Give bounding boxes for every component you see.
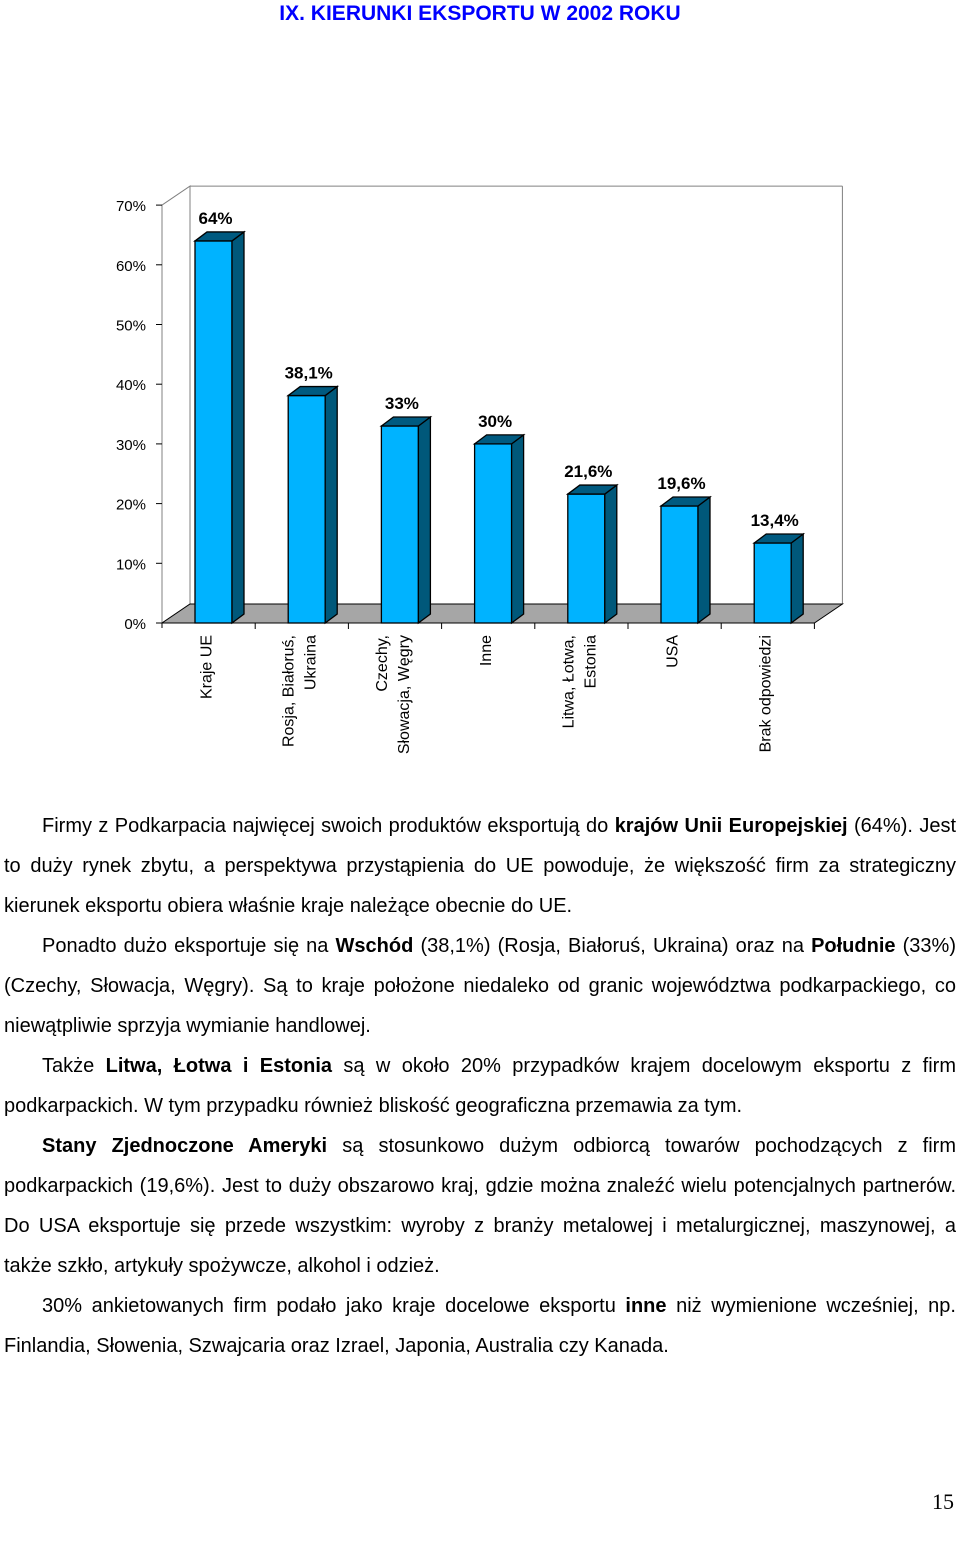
body-paragraph: Ponadto dużo eksportuje się na Wschód (3… bbox=[4, 926, 956, 1046]
x-category-label: Słowacja, Węgry bbox=[396, 635, 413, 754]
side-wall bbox=[161, 185, 191, 624]
bar-data-label: 64% bbox=[198, 209, 232, 228]
body-paragraph: Stany Zjednoczone Ameryki są stosunkowo … bbox=[4, 1126, 956, 1286]
bar-top bbox=[286, 385, 340, 397]
text-run: niż wymienione wcześniej, np. Finlandia,… bbox=[4, 1295, 956, 1357]
bar-data-label: 38,1% bbox=[285, 364, 333, 383]
bold-phrase: Litwa, Łotwa i Estonia bbox=[105, 1055, 332, 1077]
body-paragraph: Także Litwa, Łotwa i Estonia są w około … bbox=[4, 1046, 956, 1126]
bar-front bbox=[473, 443, 513, 624]
bar-top bbox=[752, 533, 806, 544]
x-category-label: Czechy, bbox=[374, 635, 391, 692]
y-tick-label: 70% bbox=[116, 198, 146, 215]
y-tick-label: 20% bbox=[116, 497, 146, 514]
x-category-label: USA bbox=[665, 635, 682, 668]
bar-data-label: 19,6% bbox=[657, 474, 705, 493]
bold-phrase: krajów Unii Europejskiej bbox=[614, 815, 848, 837]
bar-data-label: 13,4% bbox=[751, 511, 799, 530]
body-text: Firmy z Podkarpacia najwięcej swoich pro… bbox=[4, 806, 956, 1366]
bar-data-label: 21,6% bbox=[564, 462, 612, 481]
bold-phrase: inne bbox=[625, 1295, 667, 1317]
export-directions-chart: 0% 10% 20% 30% 40% 50% 60% 70% 64% 38,1% 33% 30% 21,… bbox=[116, 185, 845, 754]
bar-front bbox=[380, 425, 420, 624]
bar-top bbox=[565, 484, 619, 495]
y-tick-label: 40% bbox=[116, 377, 146, 394]
bar-side bbox=[697, 495, 711, 625]
bar-side bbox=[510, 433, 525, 625]
bar-side bbox=[231, 230, 245, 625]
text-run: Także bbox=[42, 1055, 106, 1077]
text-run: (64%). Jest to duży rynek zbytu, a persp… bbox=[4, 815, 957, 917]
x-category-label: Rosja, Białoruś, bbox=[281, 635, 298, 747]
text-run: (38,1%) (Rosja, Białoruś, Ukraina) oraz … bbox=[413, 935, 812, 957]
y-tick-label: 0% bbox=[124, 616, 146, 633]
x-category-label: Ukraina bbox=[303, 635, 320, 690]
bar-top bbox=[472, 434, 526, 445]
bar-side bbox=[604, 483, 618, 625]
bar-front bbox=[194, 240, 233, 624]
x-category-label: Inne bbox=[478, 635, 495, 666]
body-paragraph: 30% ankietowanych firm podało jako kraje… bbox=[4, 1286, 956, 1366]
x-category-label: Estonia bbox=[582, 635, 599, 688]
bar-side bbox=[790, 532, 804, 625]
text-run: są w około 20% przypadków krajem docelow… bbox=[4, 1055, 956, 1117]
bar-data-label: 30% bbox=[478, 412, 512, 431]
text-run: (33%) (Czechy, Słowacja, Węgry). Są to k… bbox=[4, 935, 956, 1037]
bold-phrase: Stany Zjednoczone Ameryki bbox=[42, 1135, 328, 1157]
y-tick-label: 60% bbox=[116, 258, 146, 275]
bar-side bbox=[417, 415, 432, 625]
y-tick-label: 10% bbox=[116, 556, 146, 573]
text-run: 30% ankietowanych firm podało jako kraje… bbox=[42, 1295, 626, 1317]
bar-top bbox=[379, 416, 433, 427]
body-paragraph: Firmy z Podkarpacia najwięcej swoich pro… bbox=[4, 806, 956, 926]
x-category-label: Kraje UE bbox=[199, 635, 216, 699]
bar-side bbox=[324, 385, 338, 625]
bar-top bbox=[193, 231, 246, 242]
bar-top bbox=[659, 496, 712, 507]
bold-phrase: Wschód bbox=[335, 935, 414, 957]
text-run: Ponadto dużo eksportuje się na bbox=[42, 935, 336, 957]
bold-phrase: Południe bbox=[811, 935, 896, 957]
text-run: Firmy z Podkarpacia najwięcej swoich pro… bbox=[42, 815, 615, 837]
page-number: 15 bbox=[932, 1489, 954, 1514]
y-tick-label: 30% bbox=[116, 437, 146, 454]
bar-front bbox=[753, 542, 792, 624]
bar-front bbox=[287, 394, 326, 624]
bar-data-label: 33% bbox=[385, 394, 419, 413]
x-category-label: Litwa, Łotwa, bbox=[560, 635, 577, 728]
page-title: IX. KIERUNKI EKSPORTU W 2002 ROKU bbox=[279, 2, 681, 25]
bar-front bbox=[660, 505, 699, 624]
x-category-label: Brak odpowiedzi bbox=[758, 635, 775, 752]
text-run: są stosunkowo dużym odbiorcą towarów poc… bbox=[4, 1135, 956, 1277]
y-tick-label: 50% bbox=[116, 318, 146, 335]
bar-front bbox=[567, 493, 606, 624]
